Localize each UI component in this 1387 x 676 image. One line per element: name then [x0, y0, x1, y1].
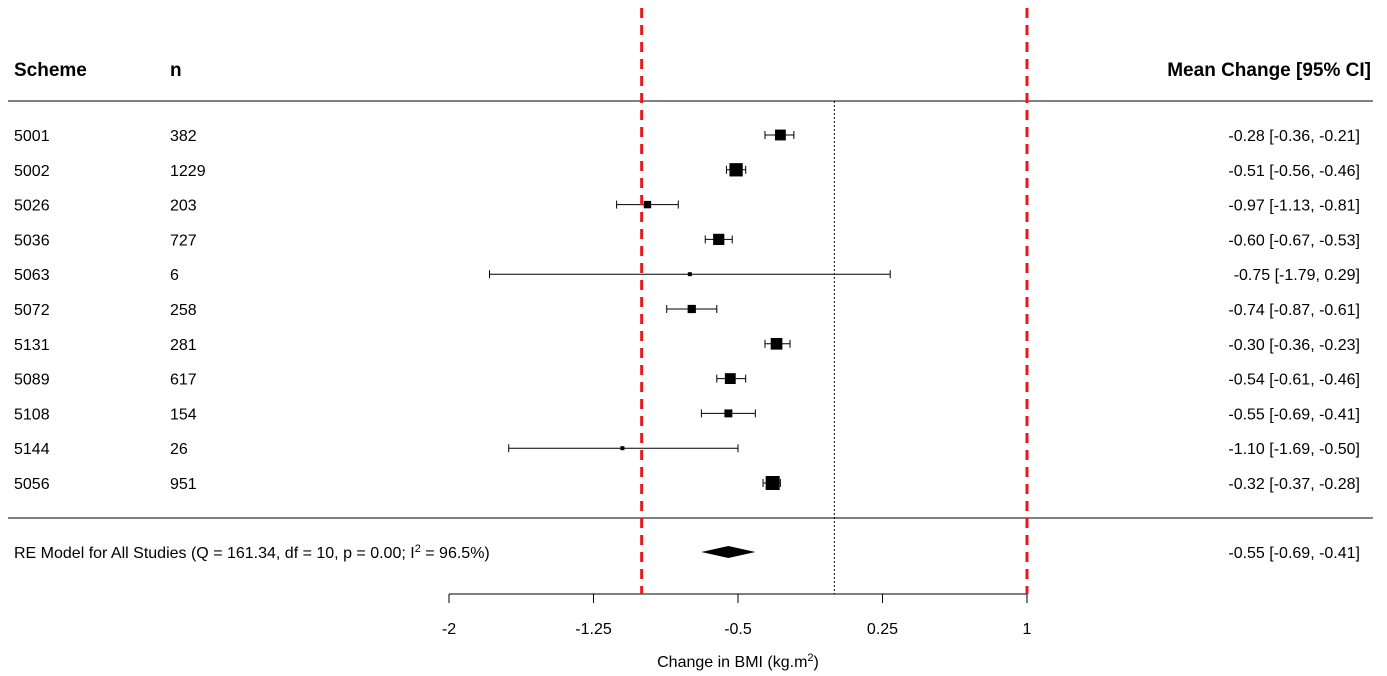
study-row: 5036 727 -0.60 [-0.67, -0.53]	[14, 232, 1360, 249]
study-n: 951	[170, 476, 197, 493]
study-estimate-label: -0.28 [-0.36, -0.21]	[1228, 128, 1360, 145]
header-n: n	[170, 60, 182, 81]
study-row: 5026 203 -0.97 [-1.13, -0.81]	[14, 198, 1360, 215]
reference-lines	[640, 8, 1029, 594]
x-tick-label: 0.25	[867, 621, 898, 638]
study-scheme: 5089	[14, 372, 50, 389]
study-scheme: 5026	[14, 198, 50, 215]
point-estimate	[713, 233, 725, 246]
study-row: 5108 154 -0.55 [-0.69, -0.41]	[14, 406, 1360, 423]
point-estimate	[774, 129, 786, 141]
study-estimate-label: -0.55 [-0.69, -0.41]	[1228, 406, 1360, 423]
study-n: 382	[170, 128, 197, 145]
study-estimate-label: -1.10 [-1.69, -0.50]	[1228, 441, 1360, 458]
study-estimate-label: -0.74 [-0.87, -0.61]	[1228, 302, 1360, 319]
x-tick-label: -1.25	[575, 621, 612, 638]
point-estimate	[724, 373, 736, 385]
point-estimate	[770, 337, 783, 350]
study-n: 281	[170, 337, 197, 354]
point-estimate	[765, 476, 780, 490]
study-estimate-label: -0.75 [-1.79, 0.29]	[1234, 267, 1360, 284]
study-row: 5072 258 -0.74 [-0.87, -0.61]	[14, 302, 1360, 319]
study-n: 727	[170, 232, 197, 249]
study-estimate-label: -0.51 [-0.56, -0.46]	[1228, 163, 1360, 180]
point-estimate	[729, 163, 743, 177]
x-axis-label: Change in BMI (kg.m2)	[657, 652, 819, 671]
x-tick-label: 1	[1023, 621, 1032, 638]
study-scheme: 5036	[14, 232, 50, 249]
study-scheme: 5063	[14, 267, 50, 284]
point-estimate	[687, 304, 696, 314]
x-axis: -2 -1.25 -0.5 0.25 1 Change in BMI (kg.m2)	[442, 593, 1032, 671]
study-n: 1229	[170, 163, 206, 180]
study-row: 5056 951 -0.32 [-0.37, -0.28]	[14, 476, 1360, 493]
study-n: 258	[170, 302, 197, 319]
summary-estimate-label: -0.55 [-0.69, -0.41]	[1228, 545, 1360, 562]
study-n: 203	[170, 198, 197, 215]
study-row: 5002 1229 -0.51 [-0.56, -0.46]	[14, 163, 1360, 180]
point-estimate	[724, 409, 733, 418]
x-tick-label: -2	[442, 621, 456, 638]
header-estimate: Mean Change [95% CI]	[1167, 60, 1371, 81]
x-tick-label: -0.5	[724, 621, 752, 638]
study-scheme: 5108	[14, 406, 50, 423]
study-scheme: 5072	[14, 302, 50, 319]
point-estimate	[687, 272, 692, 277]
study-row: 5144 26 -1.10 [-1.69, -0.50]	[14, 441, 1360, 458]
header-scheme: Scheme	[14, 60, 87, 81]
study-n: 154	[170, 406, 197, 423]
summary-row: RE Model for All Studies (Q = 161.34, df…	[14, 543, 1360, 562]
study-n: 26	[170, 441, 188, 458]
study-scheme: 5001	[14, 128, 50, 145]
point-estimate	[620, 446, 625, 451]
study-row: 5089 617 -0.54 [-0.61, -0.46]	[14, 372, 1360, 389]
study-row: 5063 6 -0.75 [-1.79, 0.29]	[14, 267, 1360, 284]
study-rows: 5001 382 -0.28 [-0.36, -0.21] 5002 1229 -0.51…	[14, 128, 1360, 493]
summary-diamond	[701, 546, 756, 558]
study-estimate-label: -0.32 [-0.37, -0.28]	[1228, 476, 1360, 493]
study-scheme: 5056	[14, 476, 50, 493]
study-estimate-label: -0.60 [-0.67, -0.53]	[1228, 232, 1360, 249]
study-scheme: 5131	[14, 337, 50, 354]
study-estimate-label: -0.54 [-0.61, -0.46]	[1228, 372, 1360, 389]
study-scheme: 5002	[14, 163, 50, 180]
study-estimate-label: -0.97 [-1.13, -0.81]	[1228, 198, 1360, 215]
study-row: 5131 281 -0.30 [-0.36, -0.23]	[14, 337, 1360, 354]
study-n: 6	[170, 267, 179, 284]
point-estimate	[643, 200, 652, 209]
study-row: 5001 382 -0.28 [-0.36, -0.21]	[14, 128, 1360, 145]
study-scheme: 5144	[14, 441, 50, 458]
study-estimate-label: -0.30 [-0.36, -0.23]	[1228, 337, 1360, 354]
summary-label: RE Model for All Studies (Q = 161.34, df…	[14, 543, 490, 562]
study-n: 617	[170, 372, 197, 389]
